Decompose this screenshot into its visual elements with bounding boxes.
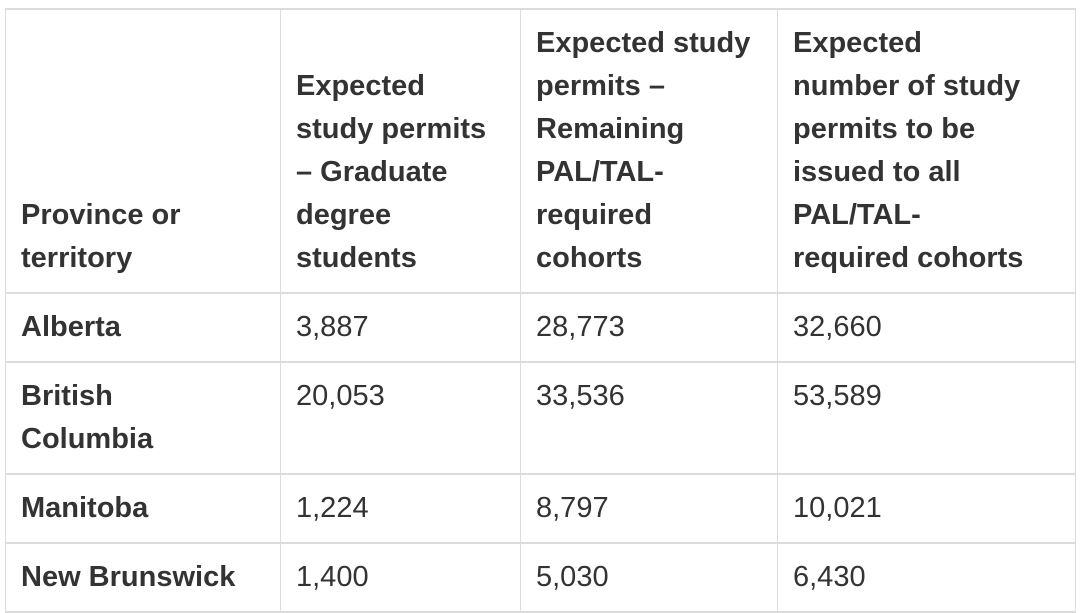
graduate-permits-cell: 1,400 <box>280 542 521 613</box>
col-header-graduate-degree-permits: Expected study permits – Graduate degree… <box>280 8 521 294</box>
col-header-province-or-territory: Province or territory <box>5 8 281 294</box>
province-cell: Manitoba <box>5 473 281 544</box>
col-header-remaining-pal-tal-cohorts: Expected study permits – Remaining PAL/T… <box>520 8 778 294</box>
province-cell: Alberta <box>5 292 281 363</box>
total-permits-cell: 32,660 <box>777 292 1076 363</box>
table-body: Alberta 3,887 28,773 32,660 British Colu… <box>5 292 1076 613</box>
graduate-permits-cell: 20,053 <box>280 361 521 475</box>
study-permits-table: Province or territory Expected study per… <box>5 8 1076 613</box>
table-header: Province or territory Expected study per… <box>5 8 1076 294</box>
table-row-manitoba: Manitoba 1,224 8,797 10,021 <box>5 473 1076 544</box>
header-row: Province or territory Expected study per… <box>5 8 1076 294</box>
remaining-cohorts-cell: 33,536 <box>520 361 778 475</box>
remaining-cohorts-cell: 8,797 <box>520 473 778 544</box>
graduate-permits-cell: 1,224 <box>280 473 521 544</box>
col-header-all-pal-tal-cohorts: Expected number of study permits to be i… <box>777 8 1076 294</box>
table-row-british-columbia: British Columbia 20,053 33,536 53,589 <box>5 361 1076 475</box>
table-row-new-brunswick: New Brunswick 1,400 5,030 6,430 <box>5 542 1076 613</box>
total-permits-cell: 53,589 <box>777 361 1076 475</box>
total-permits-cell: 6,430 <box>777 542 1076 613</box>
total-permits-cell: 10,021 <box>777 473 1076 544</box>
table-row-alberta: Alberta 3,887 28,773 32,660 <box>5 292 1076 363</box>
province-cell: British Columbia <box>5 361 281 475</box>
graduate-permits-cell: 3,887 <box>280 292 521 363</box>
remaining-cohorts-cell: 5,030 <box>520 542 778 613</box>
province-cell: New Brunswick <box>5 542 281 613</box>
remaining-cohorts-cell: 28,773 <box>520 292 778 363</box>
